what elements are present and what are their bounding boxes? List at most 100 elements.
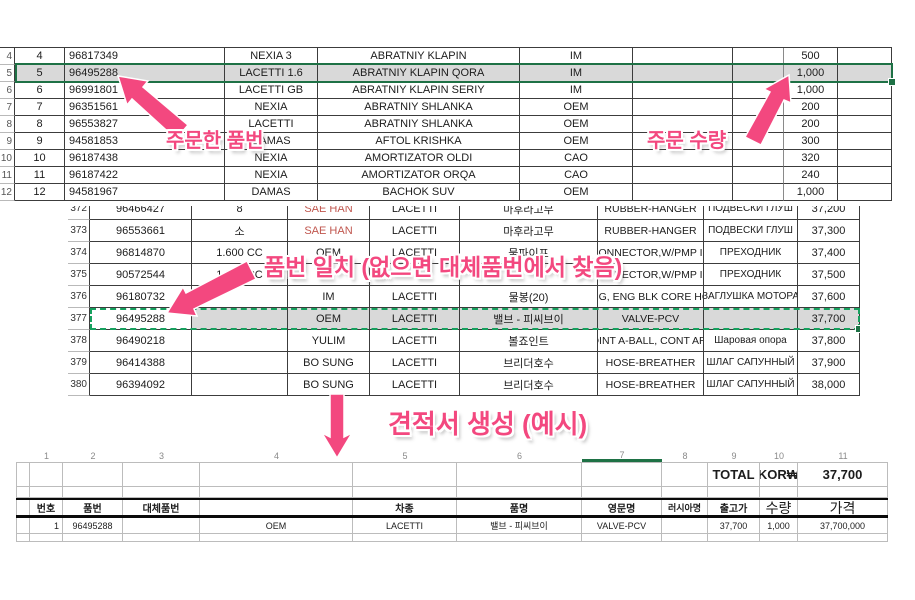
column-number-selected[interactable]: 7 [582, 450, 662, 462]
cell-part-name[interactable]: BACHOK SUV [318, 184, 520, 201]
cell-part-name[interactable]: ABRATNIY KLAPIN QORA [318, 65, 520, 82]
cell-english-name[interactable]: VALVE-PCV [582, 518, 662, 534]
cell-empty[interactable] [200, 463, 353, 487]
cell-part-number[interactable]: 96414388 [90, 352, 192, 374]
cell-maker[interactable]: OEM [520, 133, 633, 150]
cell-maker[interactable]: SAE HAN [288, 220, 370, 242]
column-number[interactable]: 4 [273, 451, 279, 461]
header-part[interactable]: 품번 [63, 500, 123, 515]
cell-empty[interactable] [838, 150, 892, 167]
header-rname[interactable]: 러시아명 [662, 500, 708, 515]
cell-maker[interactable]: IM [520, 48, 633, 65]
cell-seq[interactable]: 7 [15, 99, 65, 116]
cell-price[interactable]: 37,400 [798, 242, 860, 264]
cell-seq[interactable]: 4 [15, 48, 65, 65]
cell-empty[interactable] [63, 534, 123, 542]
cell-empty[interactable] [838, 167, 892, 184]
cell-empty[interactable] [662, 487, 708, 498]
row-header[interactable]: 10 [0, 150, 15, 167]
column-number[interactable]: 8 [682, 451, 688, 461]
row-header[interactable]: 7 [0, 99, 15, 116]
cell-car-model[interactable] [370, 264, 460, 286]
cell-part-number[interactable]: 96553661 [90, 220, 192, 242]
cell-car-model[interactable]: LACETTI [370, 286, 460, 308]
cell-empty[interactable] [63, 487, 123, 498]
cell-part-number[interactable]: 96466427 [90, 206, 192, 220]
cell-empty[interactable] [733, 167, 784, 184]
cell-empty[interactable] [30, 487, 63, 498]
cell-korean-name[interactable]: 브리더호수 [460, 352, 598, 374]
cell-english-name[interactable]: RUBBER-HANGER [598, 220, 704, 242]
cell-part-number[interactable]: 96991801 [65, 82, 225, 99]
cell-part-number[interactable]: 96490218 [90, 330, 192, 352]
cell-quantity[interactable]: 320 [784, 150, 838, 167]
header-amount[interactable]: 가격 [798, 500, 888, 515]
cell-no[interactable]: 1 [30, 518, 63, 534]
cell-empty[interactable] [633, 184, 733, 201]
cell-empty[interactable] [582, 534, 662, 542]
cell-empty[interactable] [353, 487, 457, 498]
cell-car-model[interactable]: DAMAS [225, 184, 318, 201]
cell-part-name[interactable]: AMORTIZATOR OLDI [318, 150, 520, 167]
cell-car-model[interactable]: LACETTI [370, 308, 460, 330]
cell-empty[interactable] [760, 534, 798, 542]
cell-maker[interactable]: IM [520, 65, 633, 82]
row-header[interactable] [16, 463, 30, 487]
column-number[interactable]: 1 [43, 451, 49, 461]
row-header[interactable]: 12 [0, 184, 15, 201]
cell-part-number[interactable]: 96495288 [90, 308, 192, 330]
cell-seq[interactable]: 11 [15, 167, 65, 184]
cell-price[interactable]: 37,900 [798, 352, 860, 374]
cell-part-number[interactable]: 96817349 [65, 48, 225, 65]
header-kname[interactable]: 품명 [457, 500, 582, 515]
cell-korean-name[interactable]: 브리더호수 [460, 374, 598, 396]
cell-english-name[interactable]: RUBBER-HANGER [598, 206, 704, 220]
cell-empty[interactable] [457, 534, 582, 542]
cell-car-model[interactable]: LACETTI [370, 374, 460, 396]
cell-price[interactable]: 37,300 [798, 220, 860, 242]
cell-car-model[interactable]: NEXIA [225, 150, 318, 167]
cell-korean-name[interactable]: 밸브 - 피씨브이 [460, 308, 598, 330]
row-header[interactable]: 4 [0, 48, 15, 65]
cell-seq[interactable]: 8 [15, 116, 65, 133]
cell-part-number[interactable]: 94581853 [65, 133, 225, 150]
cell-part-number[interactable]: 94581967 [65, 184, 225, 201]
cell-empty[interactable] [662, 463, 708, 487]
cell-maker[interactable] [288, 264, 370, 286]
cell-maker[interactable]: OEM [520, 184, 633, 201]
cell-quantity[interactable]: 1,000 [760, 518, 798, 534]
cell-part-number[interactable]: 90572544 [90, 264, 192, 286]
cell-spec[interactable] [192, 330, 288, 352]
row-header[interactable]: 380 [68, 374, 90, 396]
cell-price[interactable]: 37,500 [798, 264, 860, 286]
cell-part-name[interactable]: AFTOL KRISHKA [318, 133, 520, 150]
cell-maker[interactable]: OEM [288, 242, 370, 264]
cell-maker[interactable]: CAO [520, 150, 633, 167]
cell-maker[interactable]: IM [520, 82, 633, 99]
cell-car-model[interactable]: LACETTI [225, 116, 318, 133]
cell-russian-name[interactable]: ШЛАГ САПУННЫЙ [704, 374, 798, 396]
column-number[interactable]: 6 [516, 451, 522, 461]
cell-quantity[interactable]: 1,000 [784, 82, 838, 99]
cell-amount[interactable]: 37,700,000 [798, 518, 888, 534]
row-header[interactable]: 375 [68, 264, 90, 286]
cell-price[interactable]: 37,200 [798, 206, 860, 220]
cell-empty[interactable] [633, 99, 733, 116]
cell-empty[interactable] [633, 65, 733, 82]
row-header[interactable]: 5 [0, 65, 15, 82]
cell-empty[interactable] [662, 534, 708, 542]
cell-car-model[interactable]: NEXIA [225, 99, 318, 116]
cell-english-name[interactable]: HOSE-BREATHER [598, 352, 704, 374]
cell-car-model[interactable]: LACETTI [370, 242, 460, 264]
cell-quantity[interactable]: 240 [784, 167, 838, 184]
cell-empty[interactable] [838, 133, 892, 150]
row-header[interactable] [16, 534, 30, 542]
cell-empty[interactable] [200, 534, 353, 542]
cell-empty[interactable] [733, 48, 784, 65]
row-header[interactable]: 378 [68, 330, 90, 352]
column-number[interactable]: 2 [90, 451, 96, 461]
row-header[interactable] [16, 487, 30, 498]
cell-empty[interactable] [200, 487, 353, 498]
cell-empty[interactable] [798, 534, 888, 542]
row-header[interactable]: 8 [0, 116, 15, 133]
